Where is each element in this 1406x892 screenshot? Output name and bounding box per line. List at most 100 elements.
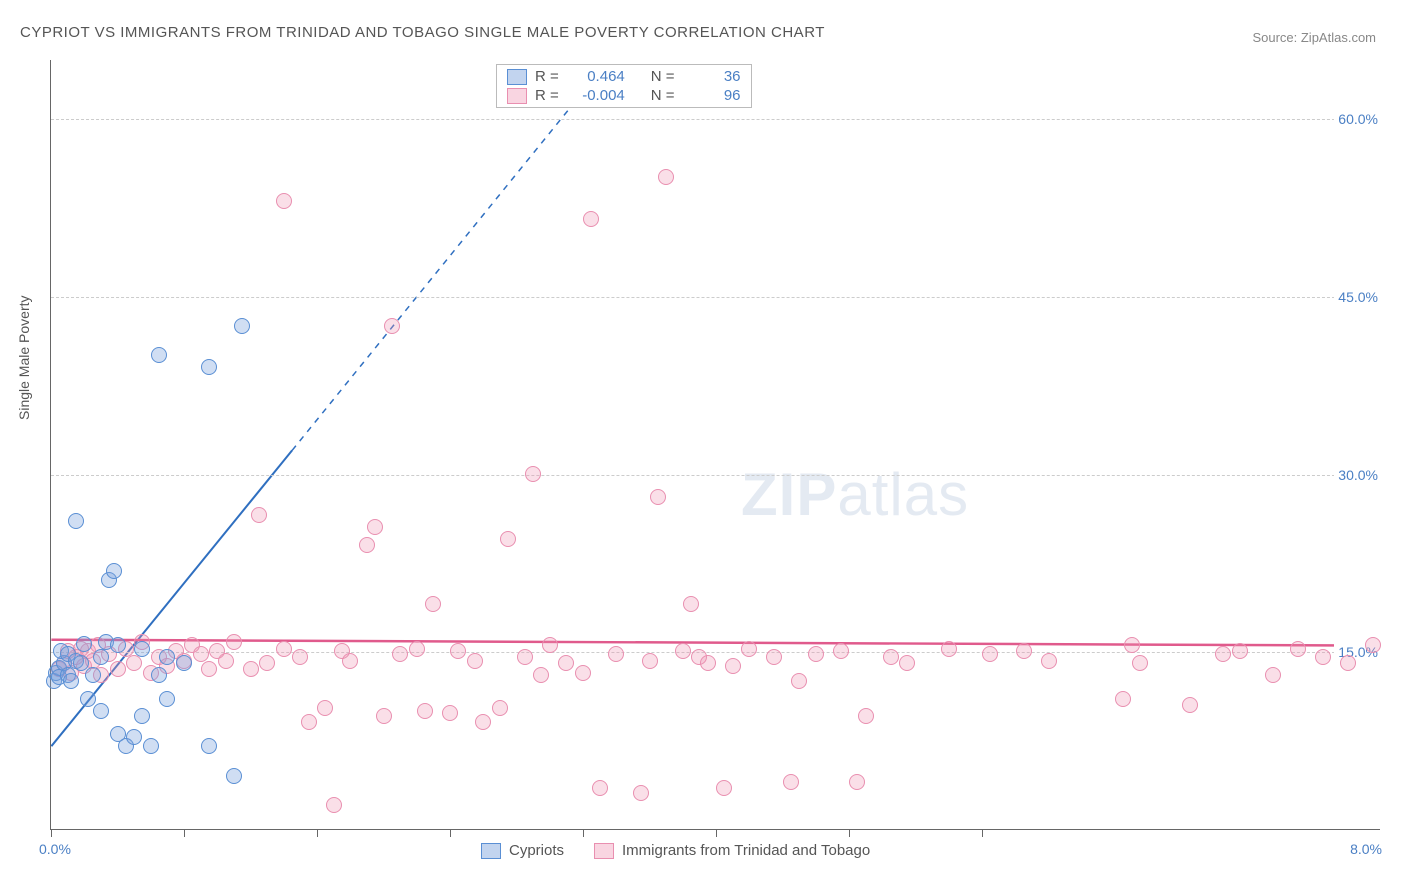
data-point-pink [1041, 653, 1057, 669]
data-point-pink [858, 708, 874, 724]
swatch-blue [507, 69, 527, 85]
data-point-blue [176, 655, 192, 671]
data-point-pink [583, 211, 599, 227]
r-value-pink: -0.004 [567, 87, 625, 104]
legend-item-pink: Immigrants from Trinidad and Tobago [594, 842, 870, 859]
gridline [51, 119, 1380, 120]
swatch-blue [481, 843, 501, 859]
swatch-pink [507, 88, 527, 104]
data-point-pink [1182, 697, 1198, 713]
data-point-pink [1315, 649, 1331, 665]
data-point-pink [716, 780, 732, 796]
x-tick [450, 829, 451, 837]
data-point-blue [143, 738, 159, 754]
chart-title: CYPRIOT VS IMMIGRANTS FROM TRINIDAD AND … [20, 24, 825, 41]
n-label: N = [651, 87, 675, 104]
data-point-blue [201, 738, 217, 754]
data-point-pink [808, 646, 824, 662]
data-point-pink [982, 646, 998, 662]
data-point-pink [1340, 655, 1356, 671]
data-point-pink [392, 646, 408, 662]
legend-correlation: R = 0.464 N = 36 R = -0.004 N = 96 [496, 64, 752, 108]
data-point-pink [791, 673, 807, 689]
data-point-pink [367, 519, 383, 535]
data-point-pink [1265, 667, 1281, 683]
trend-lines [51, 60, 1380, 829]
data-point-pink [442, 705, 458, 721]
gridline [51, 475, 1380, 476]
data-point-pink [1365, 637, 1381, 653]
source-label: Source: ZipAtlas.com [1252, 30, 1376, 45]
data-point-blue [85, 667, 101, 683]
data-point-pink [883, 649, 899, 665]
legend-row-pink: R = -0.004 N = 96 [497, 86, 751, 105]
gridline [51, 652, 1380, 653]
data-point-pink [342, 653, 358, 669]
watermark: ZIPatlas [741, 460, 969, 529]
data-point-pink [592, 780, 608, 796]
x-tick [184, 829, 185, 837]
data-point-blue [80, 691, 96, 707]
gridline [51, 297, 1380, 298]
y-tick-label: 30.0% [1334, 467, 1382, 483]
data-point-pink [558, 655, 574, 671]
data-point-pink [899, 655, 915, 671]
data-point-pink [675, 643, 691, 659]
data-point-pink [226, 634, 242, 650]
data-point-pink [492, 700, 508, 716]
data-point-pink [500, 531, 516, 547]
x-tick [51, 829, 52, 837]
data-point-blue [234, 318, 250, 334]
data-point-pink [517, 649, 533, 665]
data-point-blue [110, 637, 126, 653]
x-tick [716, 829, 717, 837]
data-point-pink [525, 466, 541, 482]
x-tick [982, 829, 983, 837]
data-point-pink [683, 596, 699, 612]
data-point-pink [417, 703, 433, 719]
data-point-blue [134, 708, 150, 724]
data-point-pink [658, 169, 674, 185]
r-value-blue: 0.464 [567, 68, 625, 85]
data-point-pink [450, 643, 466, 659]
data-point-pink [359, 537, 375, 553]
n-label: N = [651, 68, 675, 85]
data-point-blue [76, 636, 92, 652]
data-point-pink [533, 667, 549, 683]
data-point-pink [1016, 643, 1032, 659]
data-point-blue [134, 641, 150, 657]
x-origin-label: 0.0% [39, 841, 71, 857]
x-tick [317, 829, 318, 837]
data-point-pink [650, 489, 666, 505]
data-point-pink [326, 797, 342, 813]
data-point-blue [159, 691, 175, 707]
data-point-pink [276, 193, 292, 209]
data-point-blue [226, 768, 242, 784]
data-point-pink [608, 646, 624, 662]
data-point-pink [251, 507, 267, 523]
data-point-blue [126, 729, 142, 745]
data-point-pink [741, 641, 757, 657]
data-point-pink [110, 661, 126, 677]
data-point-blue [151, 347, 167, 363]
data-point-pink [425, 596, 441, 612]
data-point-pink [542, 637, 558, 653]
data-point-pink [1290, 641, 1306, 657]
data-point-blue [93, 703, 109, 719]
data-point-pink [317, 700, 333, 716]
data-point-pink [783, 774, 799, 790]
legend-row-blue: R = 0.464 N = 36 [497, 67, 751, 86]
data-point-pink [243, 661, 259, 677]
data-point-pink [1215, 646, 1231, 662]
data-point-blue [201, 359, 217, 375]
data-point-pink [292, 649, 308, 665]
data-point-pink [725, 658, 741, 674]
data-point-blue [151, 667, 167, 683]
data-point-pink [575, 665, 591, 681]
r-label: R = [535, 87, 559, 104]
data-point-pink [1232, 643, 1248, 659]
data-point-pink [941, 641, 957, 657]
y-tick-label: 60.0% [1334, 111, 1382, 127]
data-point-blue [68, 513, 84, 529]
data-point-pink [700, 655, 716, 671]
